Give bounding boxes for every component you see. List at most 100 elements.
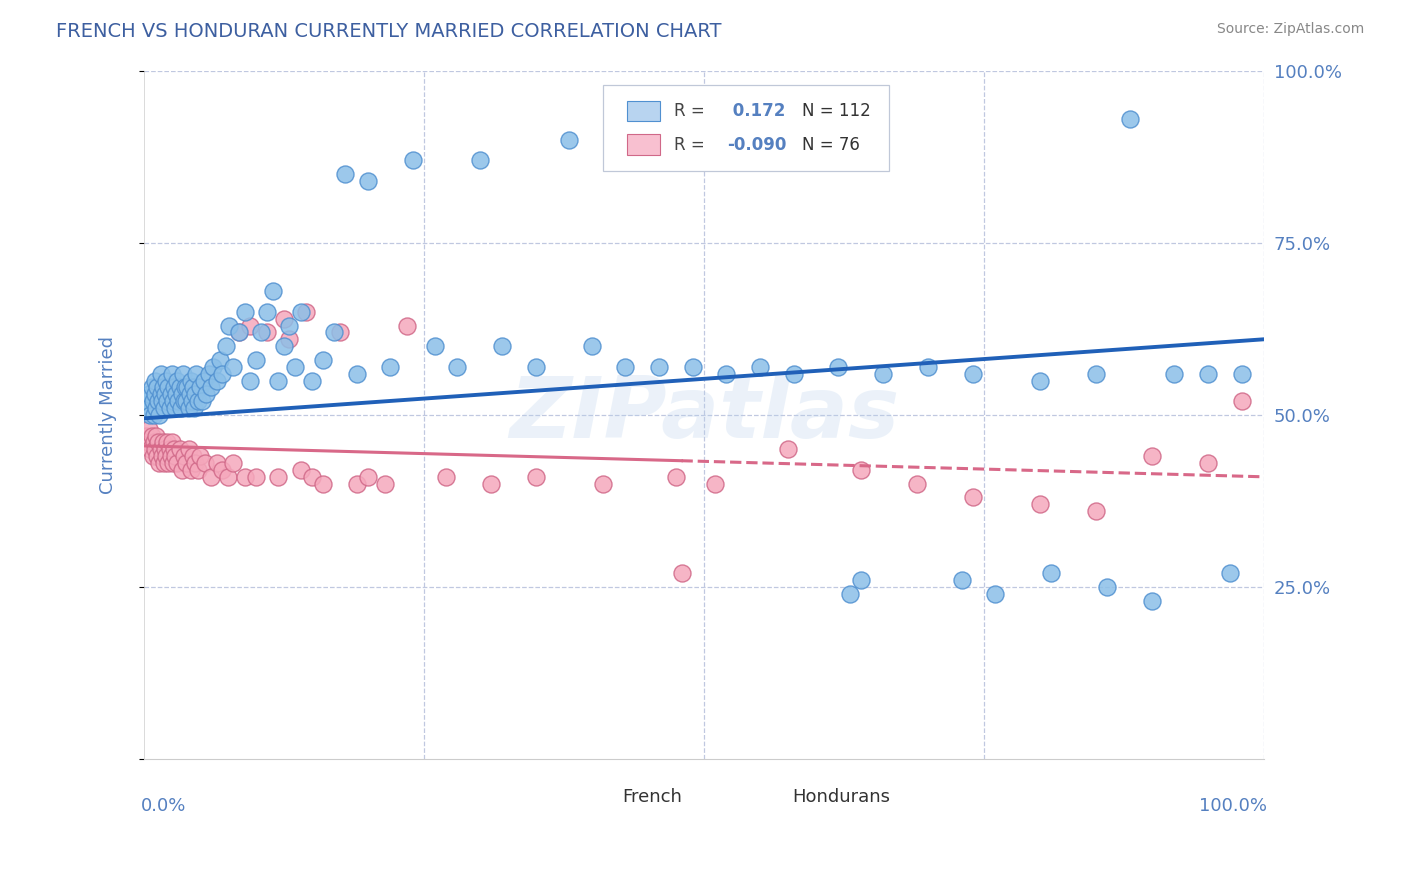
Text: 100.0%: 100.0% <box>1199 797 1267 814</box>
Point <box>153 456 176 470</box>
Point <box>162 456 184 470</box>
Point <box>267 470 290 484</box>
Point <box>1029 374 1052 388</box>
Point <box>1230 394 1253 409</box>
Point <box>267 374 290 388</box>
Point <box>849 463 872 477</box>
Point <box>395 318 418 333</box>
Point <box>211 367 233 381</box>
Point <box>177 442 200 457</box>
Point <box>239 318 262 333</box>
Point <box>155 374 177 388</box>
Point <box>136 435 159 450</box>
Point <box>200 470 222 484</box>
Point <box>648 359 671 374</box>
Point <box>962 367 984 381</box>
Point <box>136 401 159 415</box>
Point <box>166 374 188 388</box>
Point <box>205 456 228 470</box>
Point <box>312 476 335 491</box>
Point <box>250 326 273 340</box>
Point <box>174 380 197 394</box>
Point <box>1095 580 1118 594</box>
Point <box>380 359 402 374</box>
Point <box>193 374 215 388</box>
Point <box>197 367 219 381</box>
Point <box>374 476 396 491</box>
Text: French: French <box>621 788 682 805</box>
Point <box>262 284 284 298</box>
Point <box>169 442 191 457</box>
Point <box>183 401 205 415</box>
Point <box>143 387 166 401</box>
Text: Hondurans: Hondurans <box>793 788 890 805</box>
Point <box>149 367 172 381</box>
Point <box>143 442 166 457</box>
Point <box>346 476 368 491</box>
Point <box>184 456 207 470</box>
Point <box>157 380 180 394</box>
Point <box>423 339 446 353</box>
Text: Source: ZipAtlas.com: Source: ZipAtlas.com <box>1216 22 1364 37</box>
Point <box>245 352 267 367</box>
Point <box>1118 112 1140 127</box>
Point <box>143 374 166 388</box>
Point <box>301 470 323 484</box>
Text: R =: R = <box>673 136 704 153</box>
Point <box>195 387 218 401</box>
Point <box>135 428 157 442</box>
Point <box>141 428 163 442</box>
Point <box>157 456 180 470</box>
Point <box>905 476 928 491</box>
Point <box>1085 367 1108 381</box>
FancyBboxPatch shape <box>762 789 787 805</box>
Point <box>202 359 225 374</box>
Text: 0.172: 0.172 <box>727 102 786 120</box>
Point <box>592 476 614 491</box>
Point <box>173 394 195 409</box>
Point <box>357 470 380 484</box>
Point <box>962 491 984 505</box>
Point <box>153 401 176 415</box>
Point <box>156 394 179 409</box>
Point <box>1197 367 1219 381</box>
Point <box>181 394 204 409</box>
Point <box>170 463 193 477</box>
FancyBboxPatch shape <box>627 135 661 155</box>
Point <box>222 456 245 470</box>
Point <box>181 449 204 463</box>
Point <box>163 442 186 457</box>
Point <box>776 442 799 457</box>
Point <box>186 394 208 409</box>
Point <box>273 311 295 326</box>
Point <box>1140 593 1163 607</box>
Point <box>704 476 727 491</box>
Point <box>273 339 295 353</box>
Point <box>191 394 214 409</box>
Point <box>181 380 204 394</box>
Point <box>148 456 170 470</box>
Text: N = 76: N = 76 <box>803 136 860 153</box>
Point <box>176 394 198 409</box>
Point <box>357 174 380 188</box>
Point <box>180 463 202 477</box>
Point <box>163 380 186 394</box>
Point <box>194 456 217 470</box>
Point <box>245 470 267 484</box>
Point <box>148 408 170 422</box>
Point <box>278 318 301 333</box>
Point <box>166 456 188 470</box>
Point <box>524 359 547 374</box>
Point <box>165 401 187 415</box>
Point <box>153 387 176 401</box>
Point <box>162 394 184 409</box>
Point <box>301 374 323 388</box>
Point <box>208 352 231 367</box>
Point <box>165 449 187 463</box>
Point <box>256 305 278 319</box>
Point <box>186 463 208 477</box>
Point <box>173 449 195 463</box>
Point <box>233 470 256 484</box>
Text: -0.090: -0.090 <box>727 136 787 153</box>
Point <box>142 435 165 450</box>
